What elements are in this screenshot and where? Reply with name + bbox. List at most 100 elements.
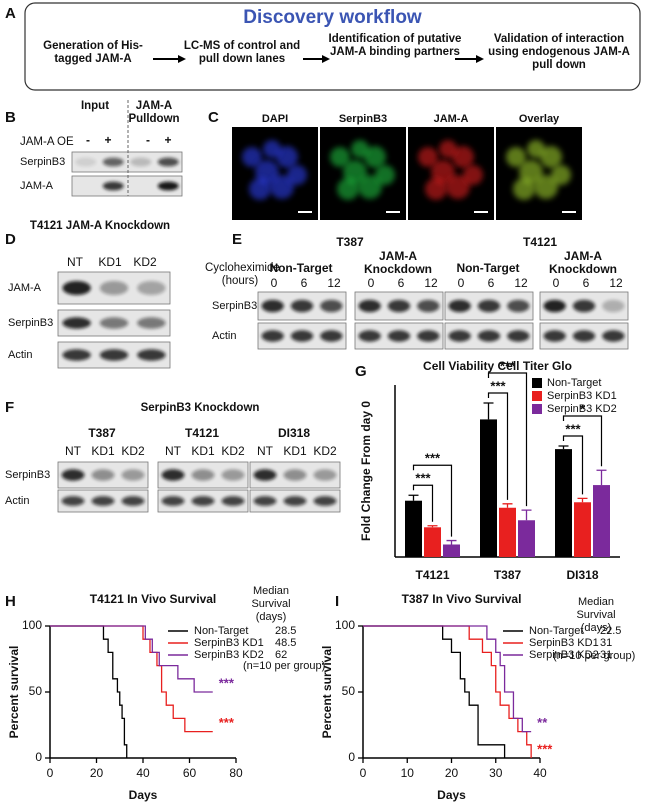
panel-label: F <box>5 399 14 416</box>
blot-band <box>507 299 530 313</box>
blot-band <box>261 330 284 342</box>
blot-band <box>543 299 566 313</box>
significance-label: *** <box>219 715 235 730</box>
blot-band <box>572 299 596 313</box>
blot-band <box>261 299 284 313</box>
blot-band <box>161 496 185 506</box>
arrow-head <box>322 55 330 63</box>
blot-band <box>121 496 145 506</box>
workflow-title: Discovery workflow <box>243 7 422 28</box>
cell <box>463 165 483 185</box>
legend-label: SerpinB3 KD1 <box>194 637 264 649</box>
blot-band <box>137 317 166 329</box>
treatment-label: Cycloheximide (hours) <box>205 262 280 287</box>
panel-label: B <box>5 109 16 126</box>
row-label: SerpinB3 <box>5 469 50 481</box>
error-bar <box>446 539 457 545</box>
error-bar <box>502 503 513 508</box>
median-value: 31 <box>600 637 612 649</box>
error-bar <box>596 469 607 486</box>
group-label: JAM-A Knockdown <box>549 249 617 276</box>
lane-sign: - <box>86 133 90 147</box>
bar <box>499 507 516 557</box>
channel-label: SerpinB3 <box>339 113 387 125</box>
chart-title: Cell Viability Cell Titer Glo <box>423 359 572 373</box>
panel-label: E <box>232 231 242 248</box>
channel-label: Overlay <box>519 113 560 125</box>
blot-band <box>102 181 124 191</box>
blot-band <box>417 299 440 313</box>
y-tick-label: 50 <box>342 684 356 698</box>
blot-band <box>99 349 129 361</box>
significance-label: *** <box>490 378 506 393</box>
cell <box>287 165 307 185</box>
survival-curve <box>50 625 213 693</box>
arrow-head <box>178 55 186 63</box>
cell <box>270 175 294 199</box>
blot-band <box>602 330 625 342</box>
blot-band <box>320 330 343 342</box>
error-bar <box>577 497 588 503</box>
y-tick-label: 100 <box>335 618 355 632</box>
median-header: Median Survival (days) <box>251 585 291 623</box>
blot-band <box>99 317 129 329</box>
blot-band <box>61 496 85 506</box>
cell <box>425 178 447 200</box>
time-label: 0 <box>271 276 278 290</box>
median-header: Median Survival (days) <box>576 596 616 634</box>
x-tick-label: DI318 <box>566 568 598 582</box>
column-label: Input <box>80 100 110 112</box>
x-tick-label: 60 <box>183 766 197 780</box>
arrow-head <box>476 55 484 63</box>
workflow-box <box>24 2 641 91</box>
significance-bracket <box>487 372 528 507</box>
cell <box>452 146 474 168</box>
y-tick-label: 50 <box>29 684 43 698</box>
x-tick-label: 80 <box>229 766 243 780</box>
time-label: 6 <box>398 276 405 290</box>
time-label: 0 <box>458 276 465 290</box>
significance-label: ** <box>537 715 548 730</box>
bar <box>480 419 497 557</box>
legend-label: SerpinB3 KD1 <box>547 390 617 402</box>
survival-curve <box>363 625 532 733</box>
blot-band <box>191 496 215 506</box>
blot-image <box>71 151 183 173</box>
cell <box>519 160 543 184</box>
row-label: SerpinB3 <box>212 300 257 312</box>
error-bar <box>408 494 419 501</box>
error-bar <box>521 509 532 521</box>
blot-band <box>283 469 307 481</box>
bar <box>555 449 572 557</box>
panel-label: C <box>208 109 219 126</box>
blot-band <box>121 469 145 481</box>
note: (n=10 per group) <box>553 650 635 662</box>
x-tick-label: 30 <box>489 766 503 780</box>
median-value: 62 <box>275 649 287 661</box>
group-label: Non-Target <box>269 261 333 275</box>
bar <box>405 500 422 557</box>
blot-band <box>572 330 596 342</box>
blot-band <box>358 330 381 342</box>
lane-label: KD2 <box>121 444 145 458</box>
blot-band <box>62 349 91 361</box>
time-label: 12 <box>424 276 438 290</box>
column-label: JAM-A Pulldown <box>128 100 180 125</box>
note: (n=10 per group) <box>243 660 325 672</box>
cell <box>343 160 367 184</box>
blot-band <box>253 469 277 481</box>
row-label: SerpinB3 <box>20 156 65 168</box>
y-axis-label: Percent survival <box>320 646 334 739</box>
row-label: JAM-A <box>8 282 42 294</box>
median-value: 31 <box>600 649 612 661</box>
cell-line: T387 <box>336 235 364 249</box>
blot-band <box>137 280 166 296</box>
time-label: 6 <box>583 276 590 290</box>
cell <box>418 147 438 167</box>
time-label: 12 <box>609 276 623 290</box>
legend-label: SerpinB3 KD2 <box>194 649 264 661</box>
lane-label: KD1 <box>91 444 115 458</box>
blot-band <box>157 157 179 167</box>
significance-label: * <box>580 401 586 416</box>
lane-label: NT <box>165 444 182 458</box>
